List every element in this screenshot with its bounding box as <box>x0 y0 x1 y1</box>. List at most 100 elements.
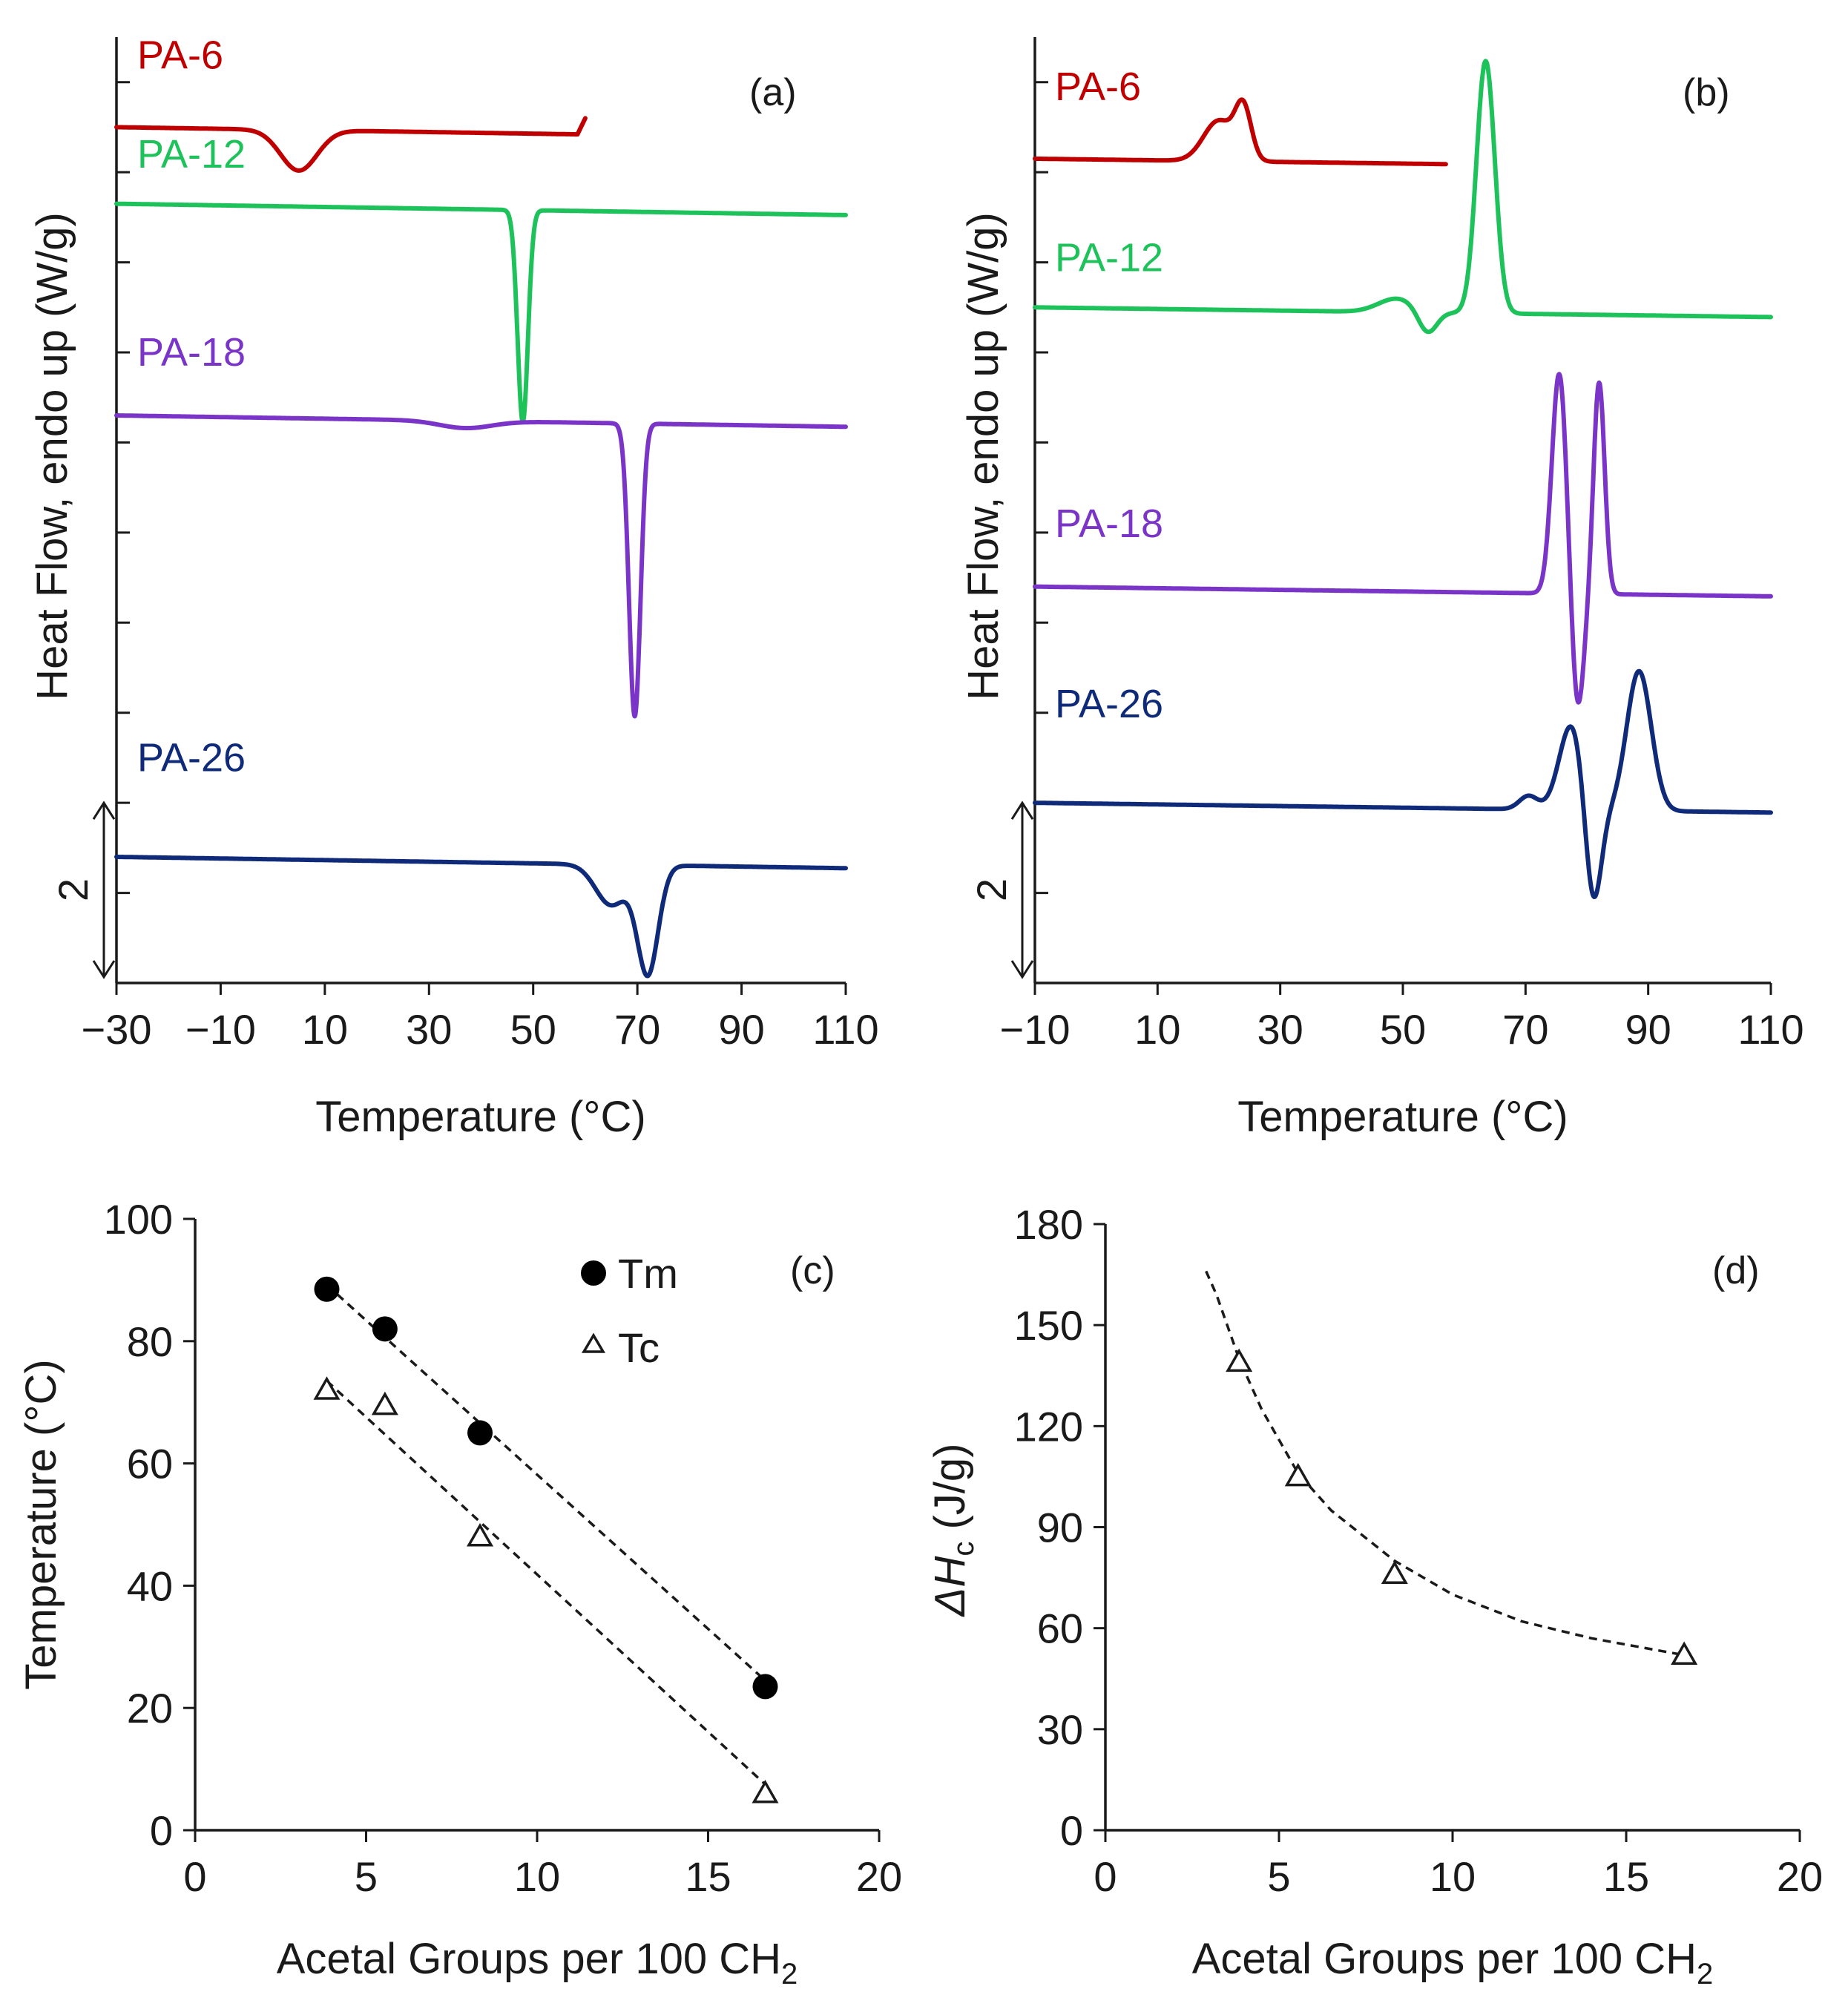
x-tick-label: 110 <box>1737 1006 1803 1053</box>
point-hc <box>1671 1641 1698 1665</box>
panel-b-x-ticks: −10 10 30 50 70 90 110 <box>1000 983 1804 1053</box>
x-tick-label: 110 <box>812 1006 878 1053</box>
scale-bar-arrow-up <box>1010 800 1034 820</box>
y-tick-label: 90 <box>1037 1505 1083 1551</box>
x-tick-label: 30 <box>406 1006 452 1053</box>
x-tick-label: 20 <box>856 1853 902 1900</box>
panel-a-y-ticks <box>116 81 130 895</box>
panel-d-y-title-unit: (J/g) <box>926 1444 974 1542</box>
panel-a-traces: PA-6 PA-12 PA-18 PA-26 <box>114 33 848 979</box>
panel-a-label: (a) <box>749 71 797 114</box>
panel-c-y-title: Temperature (°C) <box>17 1359 65 1689</box>
panel-d-x-title-sub: 2 <box>1697 1958 1713 1990</box>
x-tick-label: −10 <box>1000 1006 1071 1053</box>
trace-pa-6 <box>1033 97 1448 167</box>
x-tick-label: −30 <box>82 1006 152 1053</box>
y-tick-label: 0 <box>150 1807 173 1854</box>
point-hc <box>1381 1560 1408 1585</box>
scale-bar-arrow-down <box>1010 960 1034 979</box>
y-tick-label: 0 <box>1060 1807 1083 1854</box>
x-tick-label: 90 <box>718 1006 764 1053</box>
panel-c-y-ticks: 0 20 40 60 80 100 <box>104 1196 195 1854</box>
scale-bar-arrow-up <box>92 800 116 820</box>
point-tc <box>466 1522 494 1547</box>
y-tick-label: 40 <box>127 1562 173 1609</box>
x-tick-label: 10 <box>1430 1853 1476 1900</box>
trace-pa-6 <box>114 116 588 173</box>
x-tick-label: 50 <box>510 1006 556 1053</box>
legend-tc-marker <box>581 1332 606 1353</box>
x-tick-label: 10 <box>302 1006 348 1053</box>
panel-c-fit-lines <box>326 1283 766 1786</box>
x-tick-label: 0 <box>183 1853 206 1900</box>
panel-d-x-ticks: 0 5 10 15 20 <box>1094 1830 1823 1900</box>
trace-label-pa-18: PA-18 <box>1055 502 1163 546</box>
trace-pa-18 <box>1033 372 1773 705</box>
panel-d-label: (d) <box>1712 1249 1760 1292</box>
trace-pa-12 <box>1033 59 1773 335</box>
panel-a: −30 −10 10 30 50 70 90 110 PA-6PA-12PA-18PA-26 … <box>28 33 879 1142</box>
x-tick-label: 0 <box>1094 1853 1117 1900</box>
panel-c: 0 20 40 60 80 100 0 5 10 15 20 Tm Tc (c) Acetal G… <box>17 1196 902 1990</box>
panel-b-traces: PA-6 PA-12 PA-18 PA-26 <box>1033 59 1773 899</box>
y-tick-label: 60 <box>127 1441 173 1487</box>
x-tick-label: 10 <box>1134 1006 1180 1053</box>
point-hc <box>1226 1348 1253 1372</box>
panel-a-scale-bar: 2 <box>50 800 116 979</box>
x-tick-label: 20 <box>1777 1853 1823 1900</box>
x-tick-label: 15 <box>685 1853 731 1900</box>
y-tick-label: 60 <box>1037 1605 1083 1652</box>
y-tick-label: 100 <box>104 1196 173 1243</box>
fit-line-tm <box>326 1283 766 1682</box>
x-tick-label: 5 <box>355 1853 378 1900</box>
x-tick-label: 5 <box>1267 1853 1290 1900</box>
y-tick-label: 120 <box>1014 1403 1083 1450</box>
x-tick-label: 70 <box>1502 1006 1548 1053</box>
panel-c-x-ticks: 0 5 10 15 20 <box>183 1830 902 1900</box>
panel-d-points <box>1226 1348 1698 1665</box>
scale-bar-arrow-down <box>92 960 116 979</box>
panel-b-y-ticks <box>1035 81 1048 895</box>
point-tc <box>752 1780 779 1804</box>
panel-c-points <box>313 1276 779 1804</box>
point-tc <box>371 1391 398 1415</box>
y-tick-label: 30 <box>1037 1706 1083 1753</box>
trace-pa-18 <box>114 413 848 719</box>
panel-d-x-title-main: Acetal Groups per 100 CH <box>1192 1935 1697 1983</box>
panel-d-x-title: Acetal Groups per 100 CH2 <box>1192 1935 1713 1990</box>
trace-label-pa-6: PA-6 <box>137 33 223 78</box>
trace-pa-12 <box>114 201 848 424</box>
panel-d: 0 30 60 90 120 150 180 0 5 10 15 20 (d) Acetal Gro… <box>926 1201 1823 1990</box>
y-tick-label: 20 <box>127 1685 173 1732</box>
point-tm <box>752 1674 778 1700</box>
point-tc <box>313 1376 341 1400</box>
x-tick-label: 70 <box>614 1006 660 1053</box>
y-tick-label: 150 <box>1014 1302 1083 1349</box>
point-tm <box>372 1316 398 1342</box>
trace-label-pa-26: PA-26 <box>1055 682 1163 726</box>
panel-c-x-title-sub: 2 <box>781 1958 798 1990</box>
legend-tm-marker <box>581 1260 606 1286</box>
legend-tc-label: Tc <box>618 1324 660 1371</box>
panel-b-scale-bar: 2 <box>968 800 1034 979</box>
trace-label-pa-18: PA-18 <box>137 330 246 375</box>
panel-c-x-title: Acetal Groups per 100 CH2 <box>277 1935 798 1990</box>
fit-line-hc <box>1205 1270 1685 1657</box>
panel-b-x-title: Temperature (°C) <box>1237 1093 1568 1141</box>
panel-a-x-ticks: −30 −10 10 30 50 70 90 110 <box>82 983 879 1053</box>
scale-bar-label: 2 <box>968 878 1015 901</box>
trace-label-pa-12: PA-12 <box>137 132 246 177</box>
panel-d-y-ticks: 0 30 60 90 120 150 180 <box>1014 1201 1105 1854</box>
trace-label-pa-6: PA-6 <box>1055 65 1141 109</box>
x-tick-label: 30 <box>1257 1006 1303 1053</box>
panel-d-y-title-sub: c <box>947 1542 980 1556</box>
x-tick-label: 90 <box>1625 1006 1671 1053</box>
panel-d-fit-line <box>1205 1270 1685 1657</box>
panel-b: −10 10 30 50 70 90 110 PA-6 PA-12 PA-18 PA-26 2 (… <box>959 37 1804 1141</box>
x-tick-label: 15 <box>1603 1853 1649 1900</box>
panel-c-legend: Tm Tc <box>581 1250 678 1371</box>
panel-b-y-title: Heat Flow, endo up (W/g) <box>959 212 1007 700</box>
panel-d-y-title-main: ΔH <box>926 1556 974 1618</box>
fit-line-tc <box>326 1380 766 1786</box>
